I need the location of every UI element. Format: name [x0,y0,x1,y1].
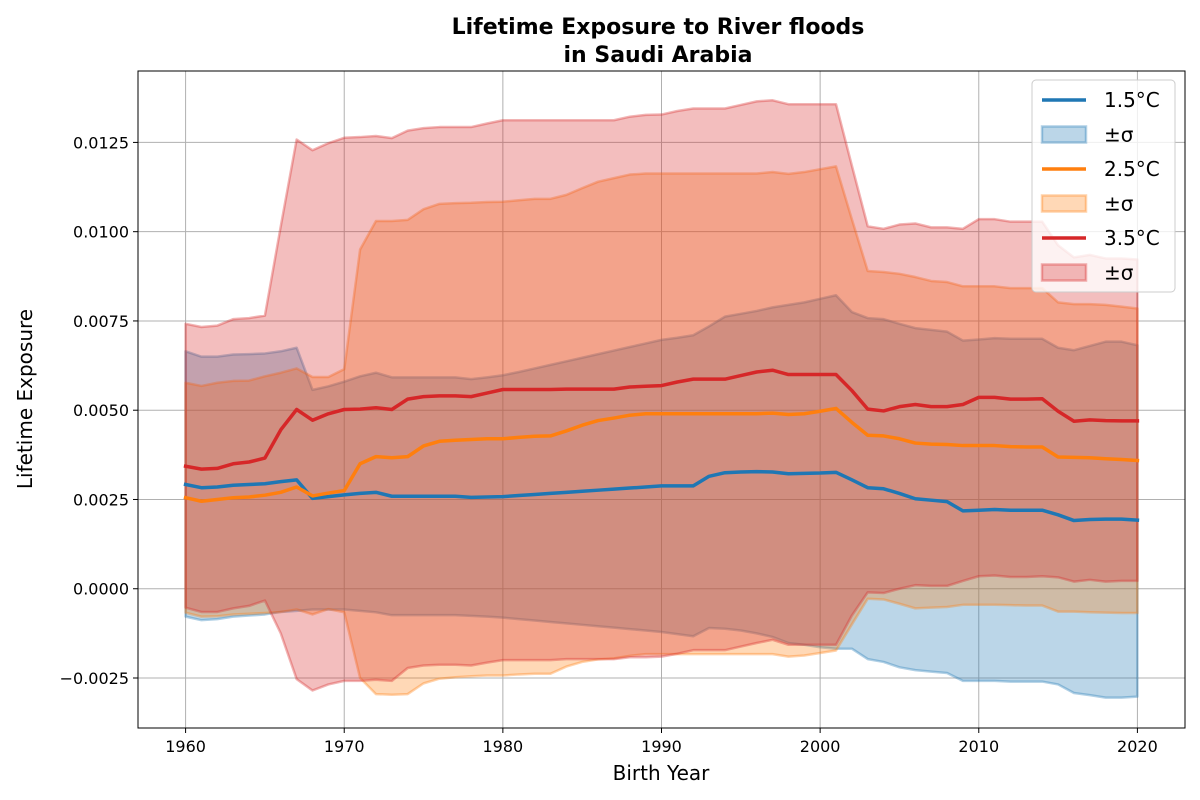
x-axis-label: Birth Year [613,761,710,785]
legend-band-swatch [1040,125,1088,144]
x-tick-label: 2020 [1117,737,1158,756]
x-tick-label: 2000 [800,737,841,756]
mean-line-series-2 [183,406,1140,504]
x-axis-ticks: 1960 1970 1980 1990 2000 2010 2020 [165,728,1158,756]
y-tick-label: 0.0075 [73,312,129,331]
legend-label: 2.5°C [1104,157,1160,181]
x-tick-label: 1990 [641,737,682,756]
grid [138,71,1185,728]
x-tick-label: 1970 [324,737,365,756]
legend-label: ±σ [1104,192,1134,216]
mean-line-series-1 [183,469,1140,523]
chart-title-line-2: in Saudi Arabia [563,43,752,68]
x-tick-label: 1980 [483,737,524,756]
legend-label: ±σ [1104,261,1134,285]
legend-label: 3.5°C [1104,226,1160,250]
y-tick-label: 0.0000 [73,580,129,599]
x-tick-label: 1960 [165,737,206,756]
legend-label: ±σ [1104,123,1134,147]
x-tick-label: 2010 [958,737,999,756]
legend-label: 1.5°C [1104,88,1160,112]
y-tick-label: 0.0125 [73,133,129,152]
y-tick-label: 0.0050 [73,401,129,420]
y-tick-label: 0.0025 [73,490,129,509]
y-axis-ticks: −0.0025 0.0000 0.0025 0.0050 0.0075 0.0100 0.0… [60,133,138,688]
y-tick-label: −0.0025 [60,669,129,688]
sigma-band-series-3 [184,99,1139,692]
mean-lines [183,368,1140,523]
y-tick-label: 0.0100 [73,223,129,242]
mean-line-series-3 [183,368,1140,471]
legend-band-swatch [1040,263,1088,282]
chart-title-line-1: Lifetime Exposure to River floods [452,15,865,40]
legend: 1.5°C ±σ 2.5°C ±σ 3.5°C ±σ [1031,79,1176,293]
sigma-band-series-2 [184,165,1139,697]
legend-band-swatch [1040,194,1088,213]
y-axis-label: Lifetime Exposure [13,309,37,489]
